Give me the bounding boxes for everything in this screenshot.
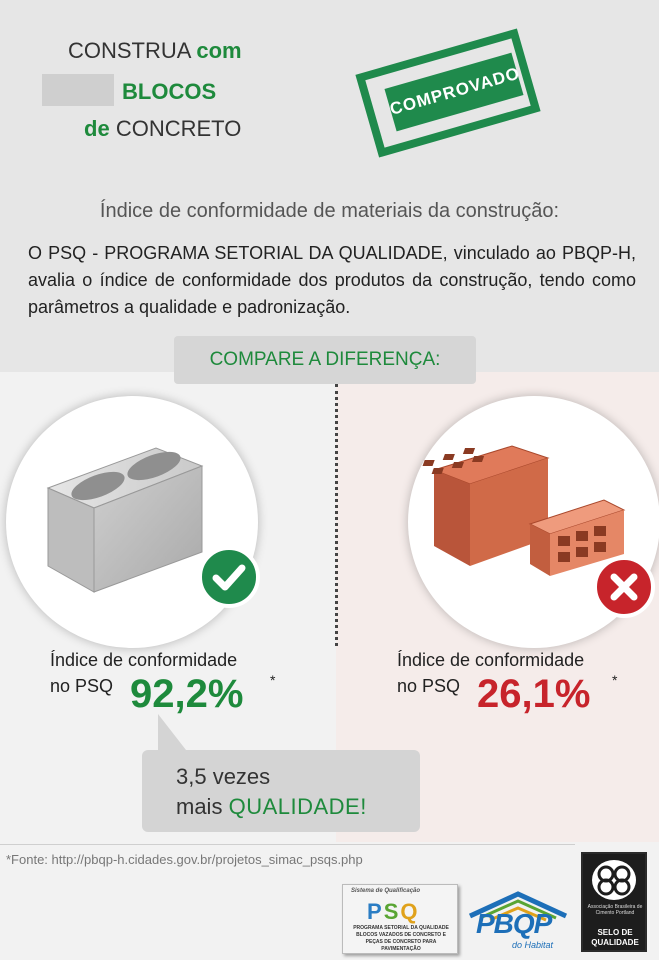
- callout-line-2: mais QUALIDADE!: [176, 794, 367, 820]
- psq-logo: Sistema de Qualificação PSQ PROGRAMA SET…: [342, 884, 458, 954]
- compare-title: COMPARE A DIFERENÇA:: [174, 336, 476, 384]
- callout-line-1: 3,5 vezes: [176, 764, 271, 789]
- stat-label: Índice de conformidade: [50, 650, 238, 670]
- concrete-block-icon: [46, 447, 204, 593]
- pbqp-sub: do Habitat: [512, 940, 554, 950]
- stat-label: Índice de conformidade: [397, 650, 585, 670]
- psq-letter-q: Q: [400, 899, 420, 924]
- house-roof-icon: [468, 891, 568, 922]
- callout-mais: mais: [176, 794, 223, 819]
- abcp-seal: SELO DE QUALIDADE: [591, 928, 639, 947]
- headline-de: de: [84, 116, 110, 141]
- ceramic-brick-icon: [422, 445, 626, 576]
- abcp-mark-icon: [592, 860, 636, 900]
- dotted-divider: [335, 384, 338, 646]
- headline-line-2: BLOCOS: [122, 79, 217, 104]
- callout-qualidade: QUALIDADE!: [228, 794, 367, 819]
- stat-footnote-marker: *: [612, 672, 618, 688]
- concrete-block-image: [6, 396, 258, 648]
- headline-com: com: [196, 38, 242, 63]
- x-icon: [593, 556, 655, 618]
- stat-footnote-marker: *: [270, 672, 276, 688]
- top-section: [0, 0, 659, 372]
- psq-letters: PSQ: [367, 899, 420, 925]
- stat-value: 92,2%: [130, 672, 244, 716]
- pbqp-logo: PBQP do Habitat: [466, 890, 570, 952]
- stat-value: 26,1%: [477, 672, 591, 716]
- stat-label-psq: no PSQ: [397, 676, 461, 696]
- stat-ceramic: Índice de conformidade no PSQ 26,1% *: [397, 650, 657, 720]
- abcp-logo: Associação Brasileira de Cimento Portlan…: [581, 852, 647, 952]
- headline-concreto: CONCRETO: [115, 116, 242, 141]
- subtitle: Índice de conformidade de materiais da c…: [99, 200, 560, 222]
- comprovado-stamp: COMPROVADO: [350, 18, 546, 158]
- source-footnote: *Fonte: http://pbqp-h.cidades.gov.br/pro…: [6, 852, 363, 867]
- quality-callout: 3,5 vezes mais QUALIDADE!: [142, 750, 420, 832]
- psq-caption: PROGRAMA SETORIAL DA QUALIDADE BLOCOS VA…: [353, 925, 449, 952]
- pbqp-name: PBQP: [476, 908, 552, 939]
- headline-construa: CONSTRUA: [68, 38, 191, 63]
- psq-letter-s: S: [383, 899, 401, 924]
- footer-divider: [0, 844, 575, 845]
- abcp-org: Associação Brasileira de Cimento Portlan…: [587, 904, 643, 916]
- intro-paragraph: O PSQ - PROGRAMA SETORIAL DA QUALIDADE, …: [28, 243, 636, 317]
- check-icon: [198, 546, 260, 608]
- psq-letter-p: P: [367, 899, 384, 924]
- headline-line-1: CONSTRUA com: [68, 38, 242, 64]
- callout-tail: [158, 714, 186, 750]
- headline-line-3: de CONCRETO: [84, 116, 241, 142]
- stat-label-psq: no PSQ: [50, 676, 114, 696]
- psq-tagline: Sistema de Qualificação: [351, 888, 421, 894]
- redacted-box: [42, 74, 114, 106]
- stat-concrete: Índice de conformidade no PSQ 92,2% *: [50, 650, 310, 720]
